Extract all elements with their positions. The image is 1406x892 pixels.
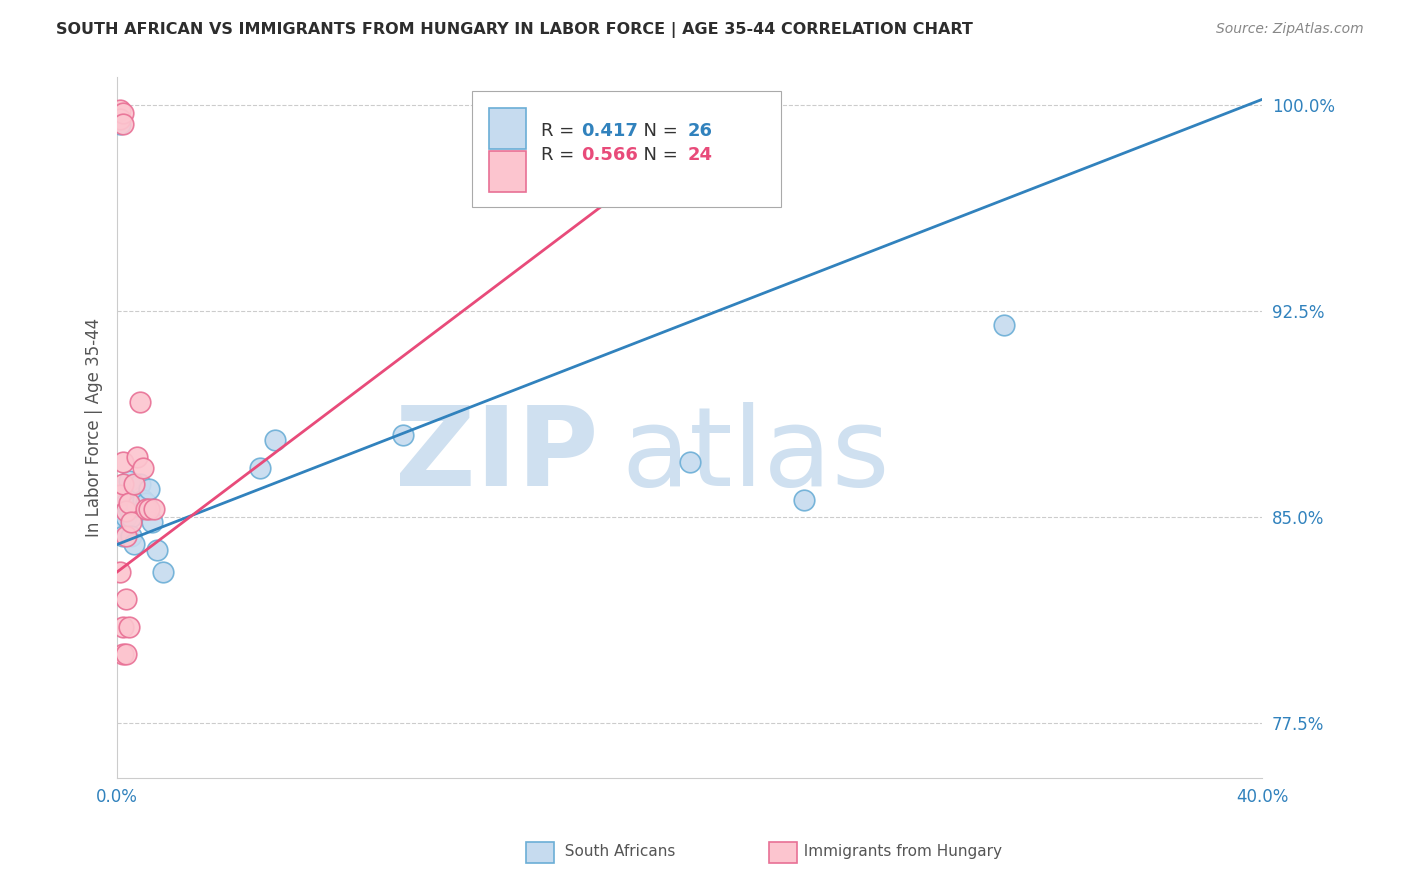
Text: 0.417: 0.417 [581, 121, 638, 139]
Point [678, 455, 700, 469]
Point [114, 648, 136, 662]
Point [135, 496, 157, 510]
FancyBboxPatch shape [489, 151, 526, 193]
Point [111, 477, 134, 491]
Point [121, 529, 143, 543]
Point [124, 477, 146, 491]
Point [793, 493, 815, 508]
Text: Immigrants from Hungary: Immigrants from Hungary [794, 845, 1002, 859]
Y-axis label: In Labor Force | Age 35-44: In Labor Force | Age 35-44 [86, 318, 103, 537]
Point [132, 460, 155, 475]
Text: N =: N = [633, 146, 683, 164]
Text: 24: 24 [688, 146, 713, 164]
Text: atlas: atlas [621, 402, 890, 509]
Point [108, 524, 131, 538]
Point [993, 318, 1015, 332]
Point [138, 483, 160, 497]
Point [135, 501, 157, 516]
Point [108, 488, 131, 502]
Point [117, 475, 139, 489]
Text: R =: R = [541, 146, 579, 164]
Point [117, 620, 139, 634]
Point [127, 499, 149, 513]
Point [263, 433, 285, 447]
Point [146, 543, 169, 558]
Point [249, 460, 271, 475]
Point [127, 450, 149, 464]
Point [111, 648, 134, 662]
Point [138, 501, 160, 516]
Point [124, 537, 146, 551]
Point [117, 501, 139, 516]
Point [111, 504, 134, 518]
Point [392, 427, 415, 442]
Point [108, 516, 131, 530]
Text: 26: 26 [688, 121, 713, 139]
Point [108, 103, 131, 118]
Point [108, 565, 131, 579]
Point [111, 117, 134, 131]
FancyBboxPatch shape [472, 92, 782, 207]
Point [117, 496, 139, 510]
Point [111, 620, 134, 634]
Point [111, 529, 134, 543]
Point [111, 106, 134, 120]
Point [143, 501, 166, 516]
Point [114, 504, 136, 518]
Point [108, 117, 131, 131]
Point [121, 510, 143, 524]
Text: N =: N = [633, 121, 683, 139]
Point [141, 516, 163, 530]
Text: Source: ZipAtlas.com: Source: ZipAtlas.com [1216, 22, 1364, 37]
FancyBboxPatch shape [489, 108, 526, 149]
Point [114, 496, 136, 510]
Text: R =: R = [541, 121, 579, 139]
Point [121, 516, 143, 530]
Text: 0.566: 0.566 [581, 146, 638, 164]
Point [129, 477, 152, 491]
Text: ZIP: ZIP [395, 402, 598, 509]
Point [114, 529, 136, 543]
Point [114, 510, 136, 524]
Text: South Africans: South Africans [555, 845, 676, 859]
Point [152, 565, 174, 579]
Point [111, 455, 134, 469]
Point [132, 493, 155, 508]
Text: SOUTH AFRICAN VS IMMIGRANTS FROM HUNGARY IN LABOR FORCE | AGE 35-44 CORRELATION : SOUTH AFRICAN VS IMMIGRANTS FROM HUNGARY… [56, 22, 973, 38]
Point [108, 112, 131, 126]
Point [129, 394, 152, 409]
Point [114, 592, 136, 607]
